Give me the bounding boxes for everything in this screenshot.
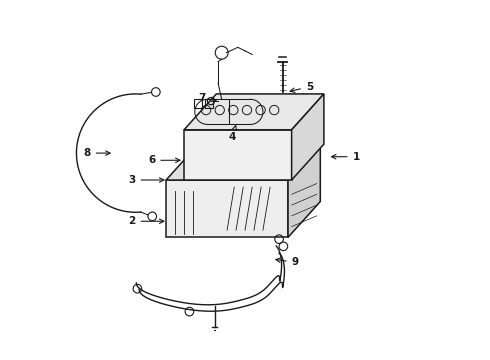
Text: 3: 3: [128, 175, 164, 185]
Text: 4: 4: [229, 126, 237, 142]
Bar: [194, 99, 202, 108]
Text: 7: 7: [198, 93, 216, 103]
Polygon shape: [184, 130, 292, 180]
Polygon shape: [166, 180, 288, 237]
Polygon shape: [288, 144, 320, 237]
Text: 5: 5: [290, 82, 313, 93]
Polygon shape: [292, 94, 324, 180]
Polygon shape: [166, 144, 320, 180]
Text: 6: 6: [148, 155, 180, 165]
Text: 1: 1: [332, 152, 360, 162]
Bar: [205, 99, 213, 108]
Text: 2: 2: [128, 216, 164, 226]
Polygon shape: [184, 94, 324, 130]
Text: 8: 8: [84, 148, 110, 158]
Text: 9: 9: [276, 257, 299, 267]
